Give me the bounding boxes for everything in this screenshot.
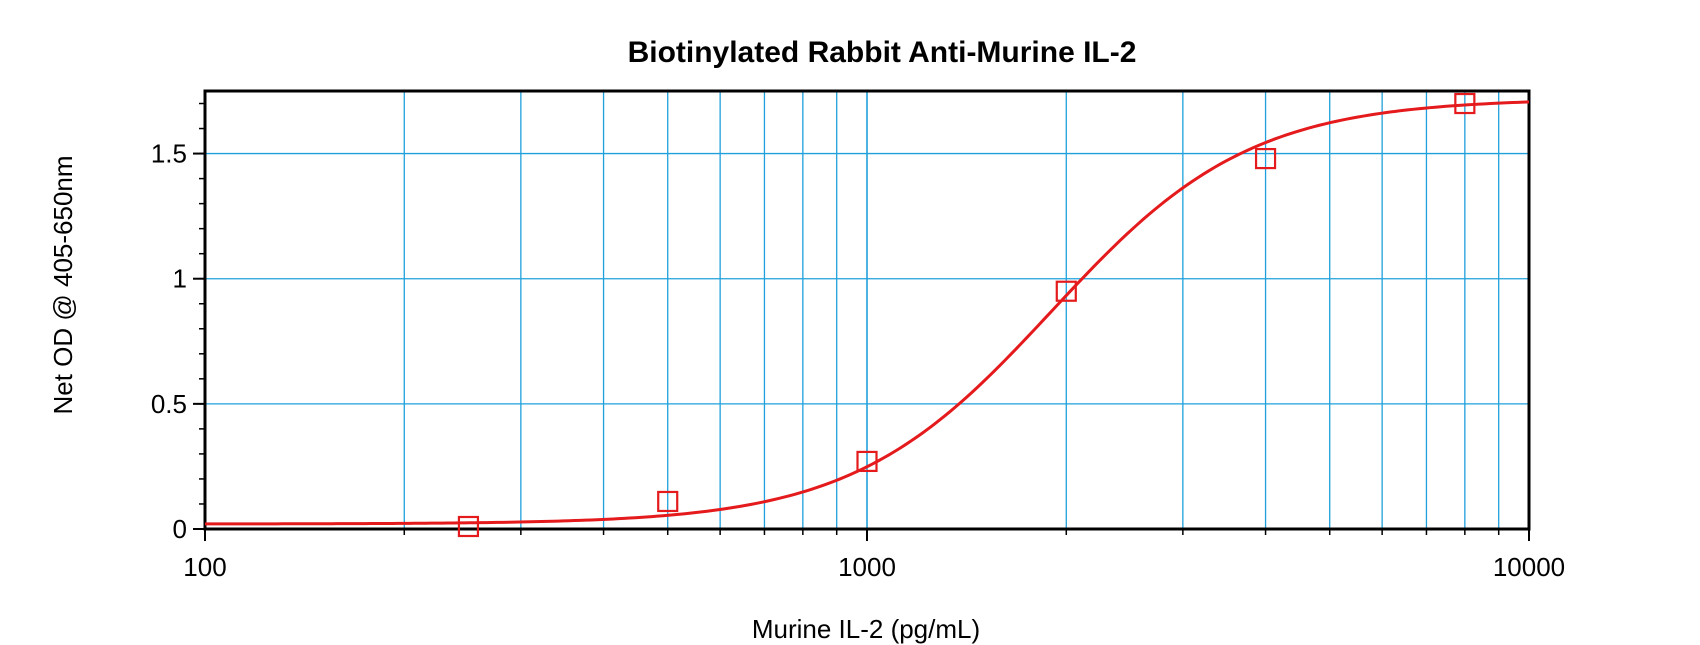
x-tick-label: 10000 — [1493, 552, 1565, 582]
y-tick-label: 0.5 — [151, 389, 187, 419]
x-tick-label: 1000 — [838, 552, 896, 582]
data-point — [457, 515, 480, 538]
data-point — [856, 450, 878, 473]
x-tick-label: 100 — [183, 552, 226, 582]
x-axis-label: Murine IL-2 (pg/mL) — [752, 614, 980, 644]
minor-ticks — [199, 102, 1500, 535]
x-axis-ticks: 100 1000 10000 — [183, 529, 1565, 582]
y-tick-label: 1.5 — [151, 139, 187, 169]
data-point — [657, 490, 679, 513]
y-tick-label: 0 — [173, 514, 187, 544]
data-point — [1454, 92, 1476, 115]
fit-curve — [205, 100, 1530, 526]
y-tick-label: 1 — [173, 264, 187, 294]
y-axis-label: Net OD @ 405-650nm — [48, 155, 78, 414]
chart-title: Biotinylated Rabbit Anti-Murine IL-2 — [628, 36, 1137, 69]
data-point — [1254, 147, 1277, 170]
grid — [205, 91, 1529, 529]
data-points — [457, 92, 1476, 538]
data-point — [1055, 280, 1077, 302]
y-axis-ticks: 0 0.5 1 1.5 — [151, 139, 205, 544]
